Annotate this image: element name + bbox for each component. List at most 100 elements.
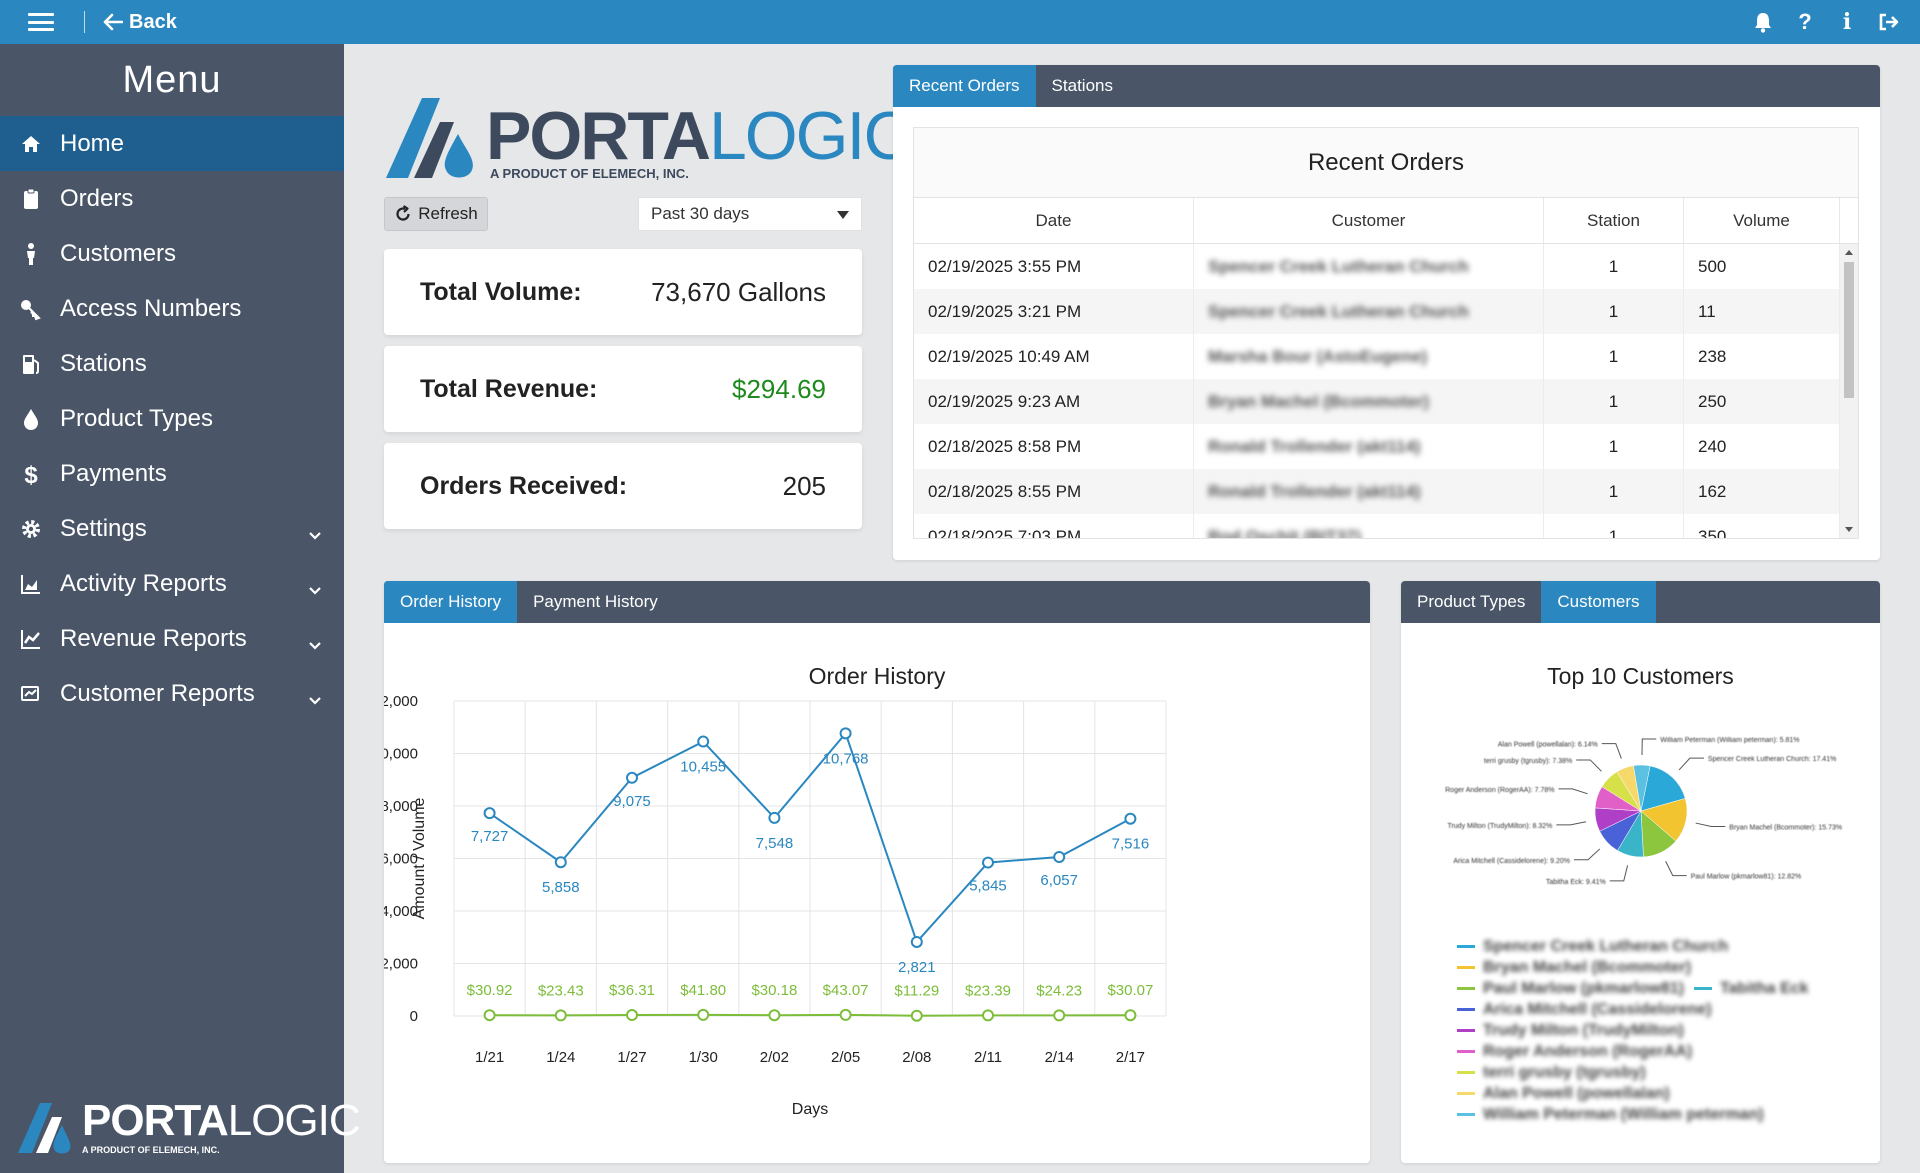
arrow-left-icon [103,13,123,31]
tab-stations[interactable]: Stations [1051,76,1113,95]
cell-customer: Ronald Trollender (akt114) [1194,469,1544,514]
sidebar-item-orders[interactable]: Orders [0,171,344,226]
legend-item[interactable]: William Peterman (William peterman) [1457,1104,1809,1125]
scroll-up-icon[interactable] [1845,250,1853,255]
table-row[interactable]: 02/18/2025 8:55 PM Ronald Trollender (akt… [914,469,1840,514]
home-icon [18,131,44,157]
data-label: $30.18 [751,982,797,999]
sidebar-item-settings[interactable]: Settings [0,501,344,556]
pie-leader-line [1576,759,1602,772]
y-tick-label: 12,000 [384,693,418,710]
chevron-down-icon[interactable] [308,685,322,713]
line-chart-icon [18,626,44,652]
pie-slice-label: Paul Marlow (pkmarlow81): 12.82% [1691,874,1802,881]
tab-customers[interactable]: Customers [1541,581,1656,623]
legend-item[interactable]: Paul Marlow (pkmarlow81) Tabitha Eck [1457,978,1809,999]
table-row[interactable]: 02/19/2025 10:49 AM Marsha Bour (AstoEuge… [914,334,1840,379]
tab-recent-orders[interactable]: Recent Orders [893,65,1036,107]
legend-label: terri grusby (tgrusby) [1483,1063,1646,1081]
date-range-select[interactable]: Past 30 days [638,197,862,231]
sidebar-item-revenue-reports[interactable]: Revenue Reports [0,611,344,666]
cell-station: 1 [1544,289,1684,334]
cell-customer: Spencer Creek Lutheran Church [1194,289,1544,334]
legend-item[interactable]: Alan Powell (powellalan) [1457,1083,1809,1104]
scroll-down-icon[interactable] [1845,527,1853,532]
legend-label: Arica Mitchell (Cassidelorene) [1483,1000,1712,1018]
table-scrollbar[interactable] [1840,244,1858,538]
order-history-chart: 0 2,000 4,000 6,000 8,000 10,000 12,000 1/21 1/2… [384,693,1167,1118]
cell-volume: 250 [1684,379,1840,424]
data-point [910,935,923,948]
sidebar-item-payments[interactable]: $ Payments [0,446,344,501]
hamburger-menu-icon[interactable] [28,13,54,31]
pie-slice-label: Tabitha Eck: 9.41% [1546,879,1606,886]
cell-volume: 240 [1684,424,1840,469]
chevron-down-icon[interactable] [308,575,322,603]
help-icon[interactable]: ? [1798,9,1812,34]
column-header-customer[interactable]: Customer [1194,198,1544,243]
top-customers-chart: Spencer Creek Lutheran Church: 17.41% Bry… [1445,737,1842,886]
sidebar-item-product-types[interactable]: Product Types [0,391,344,446]
total-revenue-value: $294.69 [732,373,826,404]
cell-volume: 11 [1684,289,1840,334]
legend-item[interactable]: Roger Anderson (RogerAA) [1457,1041,1809,1062]
chevron-down-icon[interactable] [308,630,322,658]
table-row[interactable]: 02/19/2025 3:21 PM Spencer Creek Lutheran… [914,289,1840,334]
history-tabbar: Order History Payment History [384,581,1370,623]
tab-payment-history[interactable]: Payment History [533,592,658,611]
cell-station: 1 [1544,424,1684,469]
x-tick-label: 2/08 [902,1049,931,1066]
data-label: 7,548 [756,835,794,852]
tab-order-history[interactable]: Order History [384,581,518,623]
sidebar-item-activity-reports[interactable]: Activity Reports [0,556,344,611]
data-label: $11.29 [894,983,939,1000]
back-button[interactable]: Back [103,11,177,34]
sidebar-item-customer-reports[interactable]: Customer Reports [0,666,344,721]
scrollbar-thumb[interactable] [1844,262,1854,398]
customer-name: Spencer Creek Lutheran Church [1208,301,1469,321]
table-row[interactable]: 02/18/2025 7:03 PM Rod Oschit (BIT37) 1 350 [914,514,1840,538]
sidebar-item-home[interactable]: Home [0,116,344,171]
droplet-icon [18,406,44,432]
top-customers-title: Top 10 Customers [1547,663,1734,689]
column-header-date[interactable]: Date [914,198,1194,243]
legend-item[interactable]: Spencer Creek Lutheran Church [1457,936,1809,957]
data-point [1053,1009,1066,1022]
x-tick-label: 2/17 [1116,1049,1145,1066]
table-row[interactable]: 02/19/2025 3:55 PM Spencer Creek Lutheran… [914,244,1840,289]
recent-orders-table: Date Customer Station Volume 02/19/2025 … [914,198,1858,538]
sidebar-item-label: Customer Reports [60,679,255,707]
legend-item[interactable]: Bryan Machel (Bcommoter) [1457,957,1809,978]
column-header-station[interactable]: Station [1544,198,1684,243]
column-header-volume[interactable]: Volume [1684,198,1840,243]
legend-item[interactable]: Trudy Milton (TrudyMilton) [1457,1020,1809,1041]
legend-label: Spencer Creek Lutheran Church [1483,937,1729,955]
legend-item[interactable]: Arica Mitchell (Cassidelorene) [1457,999,1809,1020]
chevron-down-icon[interactable] [308,520,322,548]
table-row[interactable]: 02/18/2025 8:58 PM Ronald Trollender (akt… [914,424,1840,469]
cell-customer: Ronald Trollender (akt114) [1194,424,1544,469]
data-point [839,1008,852,1021]
sidebar-item-access-numbers[interactable]: Access Numbers [0,281,344,336]
pie-slice-label: Trudy Milton (TrudyMilton): 8.32% [1447,823,1552,830]
refresh-button[interactable]: Refresh [384,197,488,231]
info-icon[interactable]: i [1842,9,1852,35]
pie-leader-line [1678,757,1704,771]
legend-item[interactable]: terri grusby (tgrusby) [1457,1062,1809,1083]
data-point [697,735,710,748]
cell-volume: 500 [1684,244,1840,289]
data-label: $41.80 [680,982,726,999]
data-point [554,856,567,869]
pie-leader-line [1609,865,1629,882]
tab-product-types[interactable]: Product Types [1417,592,1526,611]
bell-icon[interactable] [1752,11,1774,33]
sidebar-item-label: Orders [60,184,134,212]
table-row[interactable]: 02/19/2025 9:23 AM Bryan Machel (Bcommote… [914,379,1840,424]
logout-icon[interactable] [1878,11,1900,33]
portalogic-mark-icon [386,98,473,178]
x-tick-label: 2/05 [831,1049,860,1066]
sidebar-item-stations[interactable]: Stations [0,336,344,391]
sidebar-item-label: Product Types [60,404,213,432]
data-label: 10,768 [823,750,869,767]
sidebar-item-customers[interactable]: Customers [0,226,344,281]
